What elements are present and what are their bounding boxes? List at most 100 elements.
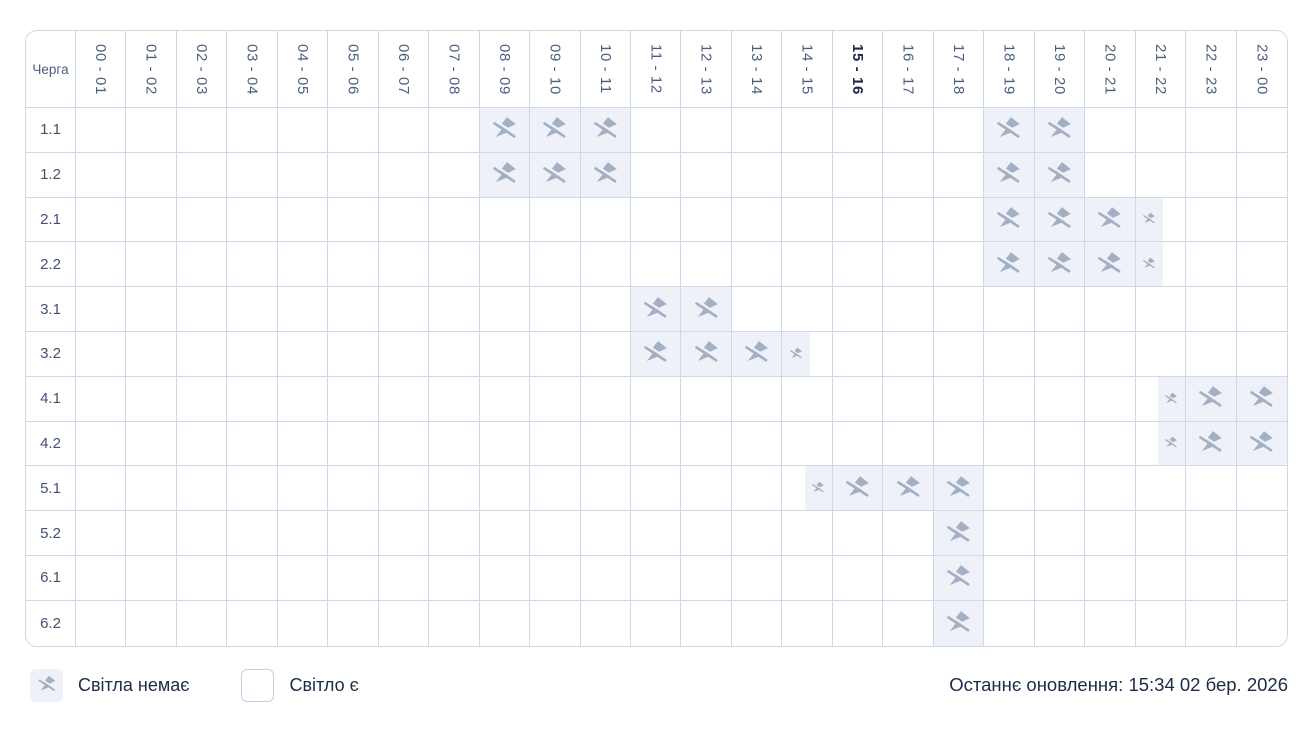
schedule-cell <box>984 242 1035 288</box>
time-column-label: 03 - 04 <box>243 43 261 95</box>
schedule-cell <box>1085 466 1136 512</box>
schedule-cell <box>933 152 985 198</box>
schedule-cell <box>378 555 430 601</box>
schedule-cell <box>378 466 430 512</box>
schedule-cell <box>429 108 480 153</box>
schedule-cell <box>479 152 531 198</box>
schedule-cell <box>176 287 228 332</box>
schedule-cell <box>631 287 682 332</box>
time-column-label: 17 - 18 <box>950 43 967 95</box>
time-column-header: 18 - 19 <box>984 31 1035 108</box>
schedule-cell <box>429 242 480 288</box>
time-column-label: 22 - 23 <box>1202 43 1220 95</box>
time-column-header: 06 - 07 <box>378 31 430 108</box>
schedule-cell <box>1236 331 1287 377</box>
schedule-cell <box>530 242 581 288</box>
half-hour-outage <box>782 331 810 376</box>
schedule-cell <box>429 376 480 422</box>
time-column-label: 20 - 21 <box>1101 43 1119 95</box>
schedule-cell <box>176 197 228 243</box>
schedule-cell <box>126 600 177 646</box>
schedule-cell <box>479 108 531 153</box>
schedule-cell <box>782 421 833 467</box>
queue-row-label: 3.2 <box>26 331 76 377</box>
schedule-cell <box>176 331 228 377</box>
time-column-label: 23 - 00 <box>1253 43 1271 95</box>
time-column-header: 23 - 00 <box>1236 31 1287 108</box>
schedule-cell <box>832 287 884 332</box>
no-light-icon <box>812 481 825 493</box>
schedule-cell <box>984 152 1035 198</box>
schedule-cell <box>378 421 430 467</box>
time-column-label: 18 - 19 <box>1000 43 1018 95</box>
schedule-cell <box>1135 376 1187 422</box>
schedule-cell <box>984 108 1035 153</box>
schedule-cell <box>1236 600 1287 646</box>
time-column-label: 01 - 02 <box>142 43 160 95</box>
schedule-cell <box>126 511 177 556</box>
schedule-cell <box>782 287 833 332</box>
time-column-header: 10 - 11 <box>580 31 632 108</box>
no-light-icon <box>790 347 803 359</box>
schedule-cell <box>479 421 531 467</box>
schedule-cell <box>580 600 632 646</box>
schedule-cell <box>1034 287 1086 332</box>
no-light-icon <box>493 162 517 183</box>
schedule-cell <box>984 331 1035 377</box>
queue-row-label: 5.1 <box>26 466 76 512</box>
schedule-cell <box>328 511 379 556</box>
schedule-cell <box>984 511 1035 556</box>
time-column-header: 16 - 17 <box>883 31 934 108</box>
schedule-cell <box>1236 376 1287 422</box>
schedule-cell <box>731 108 783 153</box>
schedule-cell <box>631 600 682 646</box>
time-column-header: 03 - 04 <box>227 31 278 108</box>
queue-row-label: 2.1 <box>26 197 76 243</box>
no-light-icon <box>997 162 1021 183</box>
schedule-cell <box>227 511 278 556</box>
schedule-cell <box>631 331 682 377</box>
last-update-text: Останнє оновлення: 15:34 02 бер. 2026 <box>949 674 1288 696</box>
schedule-cell <box>1034 466 1086 512</box>
schedule-cell <box>580 555 632 601</box>
legend-item-no-light: Світла немає <box>30 668 189 702</box>
schedule-cell <box>378 287 430 332</box>
schedule-cell <box>984 287 1035 332</box>
schedule-cell <box>933 511 985 556</box>
schedule-cell <box>176 421 228 467</box>
time-column-label: 11 - 12 <box>647 44 665 94</box>
schedule-cell <box>1236 466 1287 512</box>
schedule-cell <box>328 108 379 153</box>
schedule-cell <box>277 197 329 243</box>
schedule-cell <box>176 555 228 601</box>
schedule-cell <box>731 555 783 601</box>
schedule-cell <box>832 421 884 467</box>
schedule-cell <box>227 152 278 198</box>
half-hour-outage <box>1157 376 1186 421</box>
schedule-cell <box>1085 600 1136 646</box>
schedule-cell <box>731 511 783 556</box>
schedule-cell <box>126 555 177 601</box>
schedule-cell <box>1085 197 1136 243</box>
schedule-cell <box>731 197 783 243</box>
no-light-icon <box>947 610 971 632</box>
time-column-header: 11 - 12 <box>631 31 682 108</box>
time-column-header: 15 - 16 <box>832 31 884 108</box>
schedule-cell <box>1034 197 1086 243</box>
schedule-cell <box>1085 287 1136 332</box>
schedule-cell <box>530 152 581 198</box>
schedule-cell <box>76 331 127 377</box>
schedule-cell <box>328 242 379 288</box>
legend-light-label: Світло є <box>289 674 359 695</box>
schedule-cell <box>1236 555 1287 601</box>
no-light-icon <box>543 162 567 183</box>
schedule-cell <box>1186 152 1237 198</box>
schedule-cell <box>176 242 228 288</box>
schedule-cell <box>580 108 632 153</box>
schedule-cell <box>984 555 1035 601</box>
schedule-cell <box>378 197 430 243</box>
schedule-cell <box>530 466 581 512</box>
schedule-cell <box>328 331 379 377</box>
schedule-cell <box>1186 242 1237 288</box>
schedule-cell <box>1135 421 1187 467</box>
